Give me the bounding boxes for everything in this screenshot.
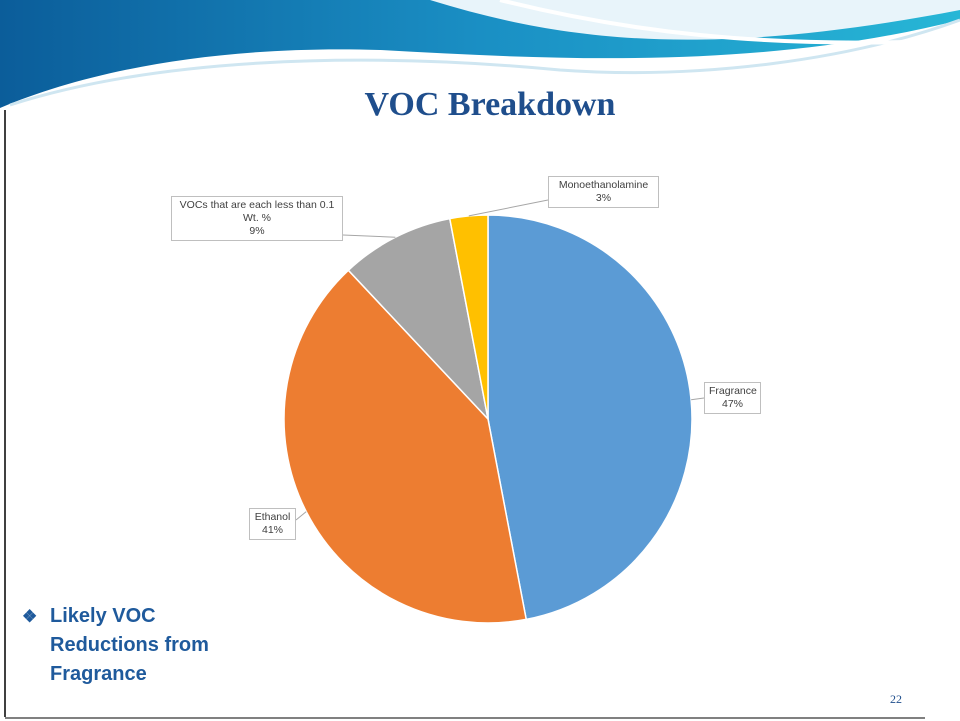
pie (283, 199, 705, 624)
leader-line (295, 511, 307, 521)
category-label: VOCs that are each less than 0.1 Wt. % (179, 199, 335, 224)
category-label: Monoethanolamine (558, 179, 649, 191)
page-number: 22 (890, 692, 902, 706)
header-swoosh-2 (499, 0, 960, 45)
leader-line (468, 199, 549, 217)
bullet-point: Likely VOC Reductions from Fragrance (22, 602, 250, 689)
leader-line (691, 397, 705, 401)
value-label: 9% (249, 225, 265, 237)
category-label: Ethanol (254, 511, 291, 523)
value-label: 3% (595, 192, 612, 204)
data-label: VOCs that are each less than 0.1 Wt. % 9% (171, 196, 343, 241)
data-label: Ethanol 41% (249, 508, 296, 540)
value-label: 41% (261, 524, 283, 536)
data-label: Fragrance 47% (704, 382, 761, 414)
header-wave-light (430, 0, 960, 40)
pie-slice (448, 214, 489, 420)
pie-slice (487, 214, 693, 621)
value-label: 47% (721, 398, 743, 410)
header-swoosh (9, 18, 960, 107)
category-label: Fragrance (709, 385, 757, 397)
data-label: Monoethanolamine 3% (548, 176, 659, 208)
slide-title: VOC Breakdown (364, 86, 616, 123)
pie-slice (283, 269, 528, 624)
leader-line (342, 234, 396, 238)
